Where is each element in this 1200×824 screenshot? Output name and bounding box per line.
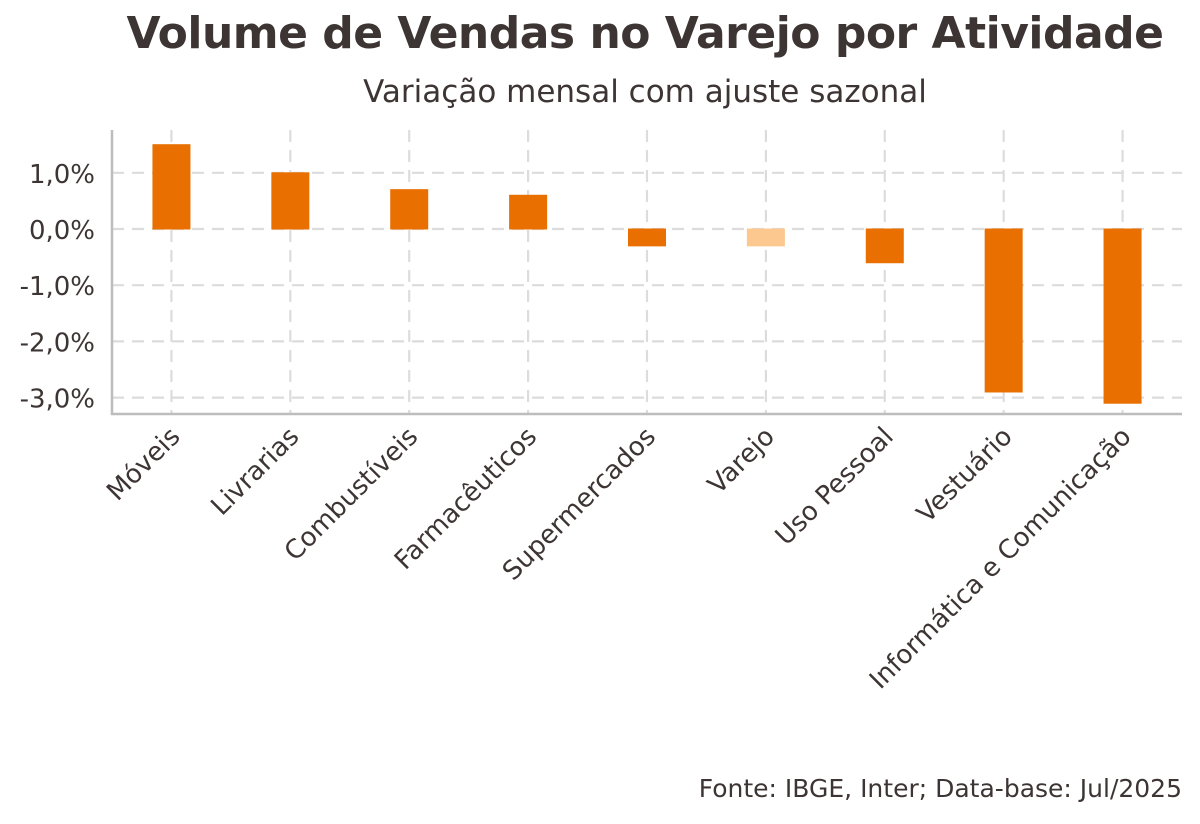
bar-combustiveis: [390, 189, 429, 230]
x-tick-labels: Móveis LivrariasCombustíveisFarmacêuticos…: [101, 422, 1137, 696]
x-tick-label: Móveis: [101, 422, 186, 507]
chart-title: Volume de Vendas no Varejo por Atividade: [126, 8, 1164, 59]
y-tick-label: 1,0%: [29, 160, 95, 190]
bar-livrarias: [271, 172, 310, 230]
bar-vestuario: [984, 228, 1023, 393]
chart-caption: Fonte: IBGE, Inter; Data-base: Jul/2025: [698, 774, 1182, 803]
bar-supermercados: [628, 228, 666, 247]
y-tick-label: -1,0%: [20, 272, 95, 302]
bar-moveis: [152, 144, 191, 230]
x-tick-label: Livrarias: [206, 422, 306, 522]
bar-varejo: [746, 228, 785, 247]
y-tick-label: 0,0%: [29, 216, 95, 246]
bar-uso-pessoal: [865, 228, 904, 264]
bar-informatica-e-comunicacao: [1103, 228, 1142, 404]
x-tick-label: Informática e Comunicação: [864, 422, 1138, 696]
bar-farmaceuticos: [509, 194, 548, 230]
bars: [152, 144, 1142, 404]
x-tick-label: Uso Pessoal: [770, 422, 900, 552]
x-tick-label: Varejo: [702, 422, 780, 500]
chart-subtitle: Variação mensal com ajuste sazonal: [363, 74, 927, 110]
x-tick-label: Vestuário: [911, 422, 1018, 529]
y-tick-labels: 1,0% 0,0% -1,0% -2,0% -3,0%: [20, 160, 95, 415]
y-tick-label: -2,0%: [20, 328, 95, 358]
axes: [110, 130, 1182, 416]
y-tick-label: -3,0%: [20, 385, 95, 415]
